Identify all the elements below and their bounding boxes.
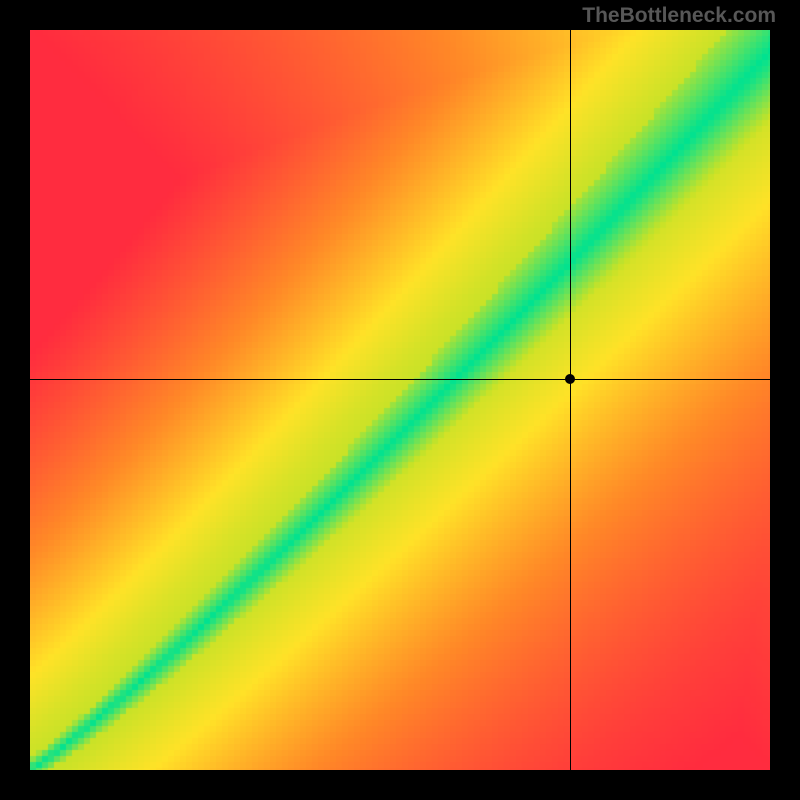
marker-dot [565,374,575,384]
chart-container: TheBottleneck.com [0,0,800,800]
heatmap-canvas [30,30,770,770]
crosshair-vertical [570,30,571,770]
heatmap-area [30,30,770,770]
watermark-text: TheBottleneck.com [582,4,776,28]
crosshair-horizontal [30,379,770,380]
